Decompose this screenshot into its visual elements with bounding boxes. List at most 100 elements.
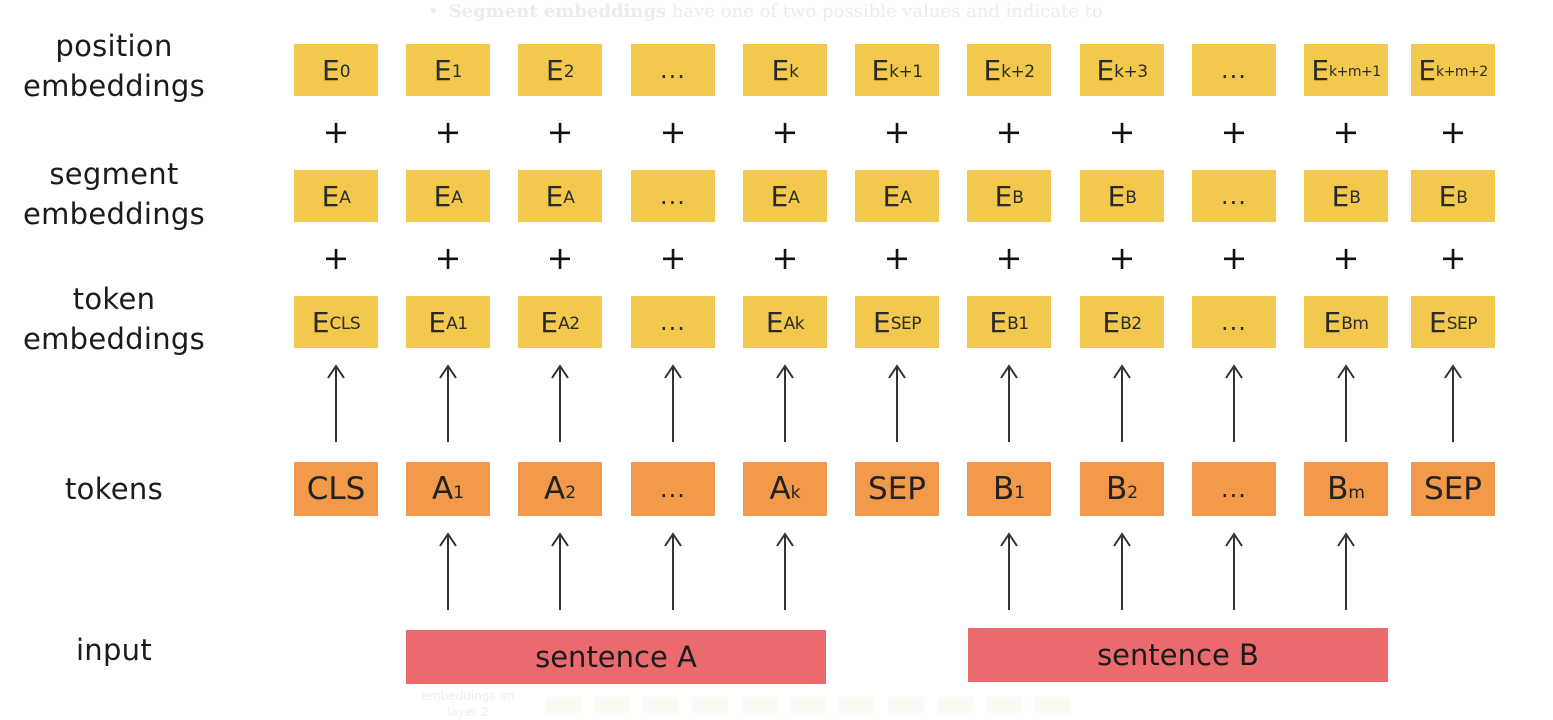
token-embedding-cell: E SEP (855, 296, 939, 348)
segment-embedding-cell-subscript: A (788, 188, 800, 208)
segment-embedding-cell: ... (631, 170, 715, 222)
segment-embedding-cell-subscript: B (1456, 188, 1468, 208)
token-embedding-cell-subscript: A1 (446, 314, 468, 334)
position-embedding-cell-main: E (321, 53, 340, 87)
token-embedding-cell: E A1 (406, 296, 490, 348)
token-embedding-cell: ... (1192, 296, 1276, 348)
position-embedding-cell-main: E (771, 53, 790, 87)
plus-sign: + (434, 239, 462, 277)
token-cell: SEP (1411, 462, 1495, 516)
position-embedding-cell-main: ... (660, 56, 686, 84)
up-arrow-icon (438, 364, 458, 442)
segment-embedding-cell-subscript: B (1349, 188, 1361, 208)
bullet-bold-text: Segment embeddings (448, 1, 667, 22)
up-arrow-icon (999, 532, 1019, 610)
up-arrow-icon (1112, 532, 1132, 610)
segment-embedding-cell-subscript: B (1125, 188, 1137, 208)
sentence-a-block: sentence A (406, 630, 826, 684)
token-embedding-cell-main: E (1429, 305, 1447, 339)
up-arrow-icon (1336, 364, 1356, 442)
token-cell-subscript: m (1348, 483, 1365, 503)
token-embedding-cell-main: ... (1221, 308, 1247, 336)
position-embedding-cell-subscript: k+m+2 (1436, 64, 1488, 80)
label-line: token (72, 282, 156, 316)
token-embedding-cell-main: E (311, 305, 330, 339)
segment-embedding-cell-main: ... (660, 182, 686, 210)
up-arrow-icon (999, 364, 1019, 442)
segment-embedding-cell-main: E (882, 179, 901, 213)
token-embedding-cell-subscript: B1 (1007, 314, 1029, 334)
token-cell-main: A (431, 471, 454, 507)
token-embedding-cell-subscript: B2 (1120, 314, 1142, 334)
plus-sign: + (1220, 113, 1248, 151)
token-cell-main: ... (660, 475, 686, 503)
segment-embedding-cell: ... (1192, 170, 1276, 222)
label-line: segment (49, 157, 179, 191)
segment-embedding-cell-main: ... (1221, 182, 1247, 210)
token-embedding-cell-main: E (540, 305, 559, 339)
up-arrow-icon (887, 364, 907, 442)
token-cell-main: B (1105, 471, 1128, 507)
up-arrow-icon (1224, 364, 1244, 442)
label-line: embeddings (22, 197, 206, 231)
background-bottom-row (545, 697, 1071, 713)
segment-embedding-cell-main: E (1107, 179, 1126, 213)
label-token-embeddings: token embeddings (0, 279, 228, 359)
token-cell-main: A (543, 471, 566, 507)
up-arrow-icon (550, 532, 570, 610)
segment-embedding-cell-main: E (1331, 179, 1350, 213)
plus-sign: + (1220, 239, 1248, 277)
segment-embedding-cell-main: E (994, 179, 1013, 213)
token-cell-main: SEP (1424, 471, 1482, 507)
segment-embedding-cell-main: E (433, 179, 452, 213)
token-embedding-cell: E CLS (294, 296, 378, 348)
position-embedding-cell-subscript: k+3 (1114, 62, 1148, 82)
token-embedding-cell-subscript: Ak (783, 314, 805, 334)
plus-sign: + (546, 239, 574, 277)
up-arrow-icon (1443, 364, 1463, 442)
token-embedding-cell: E Bm (1304, 296, 1388, 348)
token-cell: SEP (855, 462, 939, 516)
token-embedding-cell-main: E (873, 305, 891, 339)
token-embedding-cell-subscript: SEP (890, 314, 922, 334)
token-cell-main: SEP (868, 471, 926, 507)
segment-embedding-cell-subscript: A (563, 188, 575, 208)
segment-embedding-cell-main: E (545, 179, 564, 213)
token-embedding-cell: E B1 (967, 296, 1051, 348)
token-embedding-cell-subscript: Bm (1341, 314, 1369, 334)
plus-sign: + (546, 113, 574, 151)
segment-embedding-cell-main: E (1438, 179, 1457, 213)
token-embedding-cell-subscript: CLS (329, 314, 361, 334)
position-embedding-cell-subscript: k+2 (1001, 62, 1035, 82)
position-embedding-cell-subscript: 1 (451, 62, 463, 82)
token-cell-main: CLS (306, 471, 366, 507)
label-line: position (55, 29, 173, 63)
up-arrow-icon (663, 364, 683, 442)
position-embedding-cell-main: E (983, 53, 1002, 87)
up-arrow-icon (775, 364, 795, 442)
sentence-b-block: sentence B (968, 628, 1388, 682)
plus-sign: + (659, 239, 687, 277)
up-arrow-icon (326, 364, 346, 442)
position-embedding-cell: ... (1192, 44, 1276, 96)
segment-embedding-cell-subscript: B (1012, 188, 1024, 208)
token-embedding-cell-main: E (765, 305, 784, 339)
token-embedding-cell-main: E (989, 305, 1008, 339)
background-bottom-label: embeddings on layer 2 (421, 689, 515, 719)
label-position-embeddings: position embeddings (0, 26, 228, 106)
up-arrow-icon (1112, 364, 1132, 442)
plus-sign: + (883, 239, 911, 277)
token-embedding-cell: E B2 (1080, 296, 1164, 348)
